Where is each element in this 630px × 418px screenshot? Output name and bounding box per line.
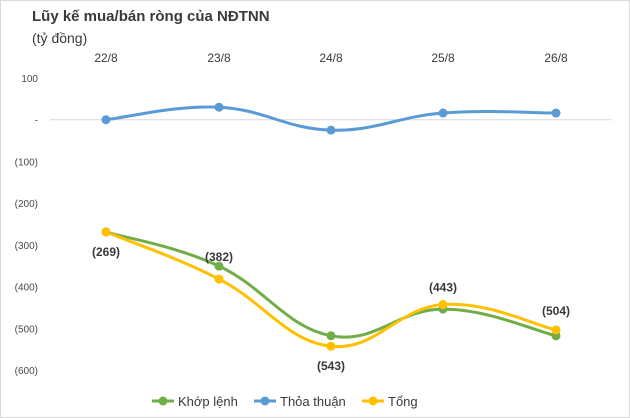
data-point-tong xyxy=(101,227,111,237)
legend-swatch-marker xyxy=(368,396,378,406)
y-tick-label: (600) xyxy=(15,366,38,377)
data-point-tong xyxy=(438,300,448,310)
y-tick-label: (100) xyxy=(15,157,38,168)
data-label: (269) xyxy=(92,245,120,259)
data-point-tong xyxy=(214,274,224,284)
legend-swatch-marker xyxy=(158,396,168,406)
data-point-tong xyxy=(326,341,336,351)
data-point-thoa-thuan xyxy=(551,108,561,118)
x-tick-label: 22/8 xyxy=(94,51,118,65)
x-tick-label: 26/8 xyxy=(544,51,568,65)
chart-title: Lũy kế mua/bán ròng của NĐTNN xyxy=(32,8,270,25)
y-tick-label: 100 xyxy=(21,74,38,85)
data-label: (443) xyxy=(429,281,457,295)
y-tick-label: (500) xyxy=(15,324,38,335)
y-tick-label: (400) xyxy=(15,283,38,294)
data-label: (382) xyxy=(205,250,233,264)
legend-swatch-marker xyxy=(260,396,270,406)
data-point-thoa-thuan xyxy=(438,108,448,118)
legend-label: Khớp lệnh xyxy=(178,394,238,409)
y-tick-label: - xyxy=(35,116,38,127)
legend-label: Tổng xyxy=(388,394,418,409)
x-tick-label: 24/8 xyxy=(319,51,343,65)
x-tick-label: 23/8 xyxy=(207,51,231,65)
chart-subtitle: (tỷ đồng) xyxy=(32,30,88,46)
legend-label: Thỏa thuận xyxy=(280,394,346,409)
data-point-thoa-thuan xyxy=(326,125,336,135)
data-point-khop-lenh xyxy=(326,331,336,341)
data-label: (543) xyxy=(317,359,345,373)
series-line-khop-lenh xyxy=(104,230,558,339)
data-label: (504) xyxy=(542,304,570,318)
y-tick-label: (200) xyxy=(15,199,38,210)
data-point-thoa-thuan xyxy=(214,102,224,112)
data-point-thoa-thuan xyxy=(101,115,111,125)
data-point-khop-lenh xyxy=(214,261,224,271)
y-tick-label: (300) xyxy=(15,241,38,252)
data-point-tong xyxy=(551,325,561,335)
x-tick-label: 25/8 xyxy=(431,51,455,65)
